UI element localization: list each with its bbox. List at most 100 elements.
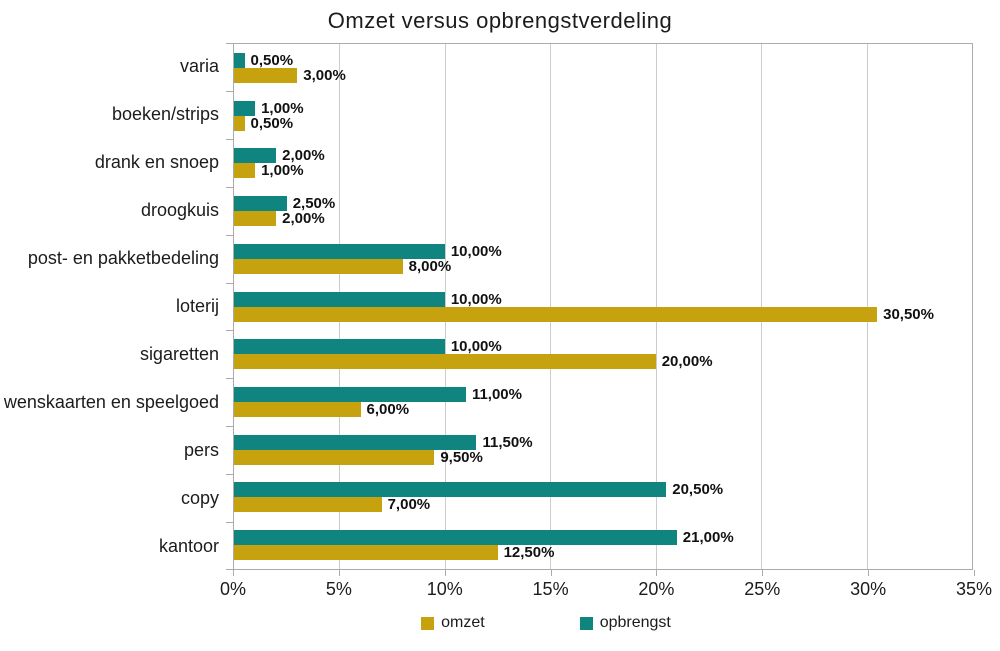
bar-line: 2,00% xyxy=(234,148,972,164)
category-label: pers xyxy=(183,439,219,460)
bar-omzet xyxy=(234,449,435,465)
bar-line: 1,00% xyxy=(234,99,972,117)
data-label: 12,50% xyxy=(503,544,555,562)
bar-omzet xyxy=(234,402,361,417)
bar-opbrengst xyxy=(234,291,445,307)
x-axis-tick xyxy=(868,570,870,576)
category-label: loterij xyxy=(175,295,219,316)
gridline xyxy=(444,44,446,569)
bar-omzet xyxy=(234,67,298,83)
chart-title: Omzet versus opbrengstverdeling xyxy=(327,8,673,33)
bar-line: 0,50% xyxy=(234,114,972,132)
gridline xyxy=(655,44,657,569)
bar-line: 20,50% xyxy=(234,482,972,498)
x-axis-tick xyxy=(550,570,552,576)
category-label: copy xyxy=(180,487,219,508)
bar-group-10: 20,50% 7,00% xyxy=(234,474,972,522)
x-tick-label: 5% xyxy=(325,579,352,599)
bar-rows: 0,50% 3,00% 1,00% 0,50% 2,00% 1,00% 2,50% 2,00%… xyxy=(234,44,972,569)
bar-line: 11,00% xyxy=(234,387,972,402)
x-axis-tick xyxy=(233,570,234,576)
y-axis-tick xyxy=(226,426,233,428)
legend-item-opbrengst: opbrengst xyxy=(579,614,671,631)
bar-line: 2,00% xyxy=(234,210,972,228)
data-label: 1,00% xyxy=(261,162,304,180)
bar-omzet xyxy=(234,115,245,131)
gridline xyxy=(866,44,868,569)
bar-opbrengst xyxy=(234,100,256,116)
category-label: kantoor xyxy=(158,535,219,556)
x-axis-tick xyxy=(338,570,340,576)
y-axis-tick xyxy=(226,282,233,284)
y-axis-tick xyxy=(226,474,233,476)
bar-line: 0,50% xyxy=(234,51,972,69)
x-axis-tick xyxy=(762,570,764,576)
bar-line: 3,00% xyxy=(234,66,972,84)
x-tick-label: 0% xyxy=(219,579,247,599)
data-label: 10,00% xyxy=(450,338,502,356)
data-label: 1,00% xyxy=(261,99,304,117)
bar-group-4: 2,50% 2,00% xyxy=(234,187,972,235)
category-label: wenskaarten en speelgoed xyxy=(3,391,219,412)
bar-line: 12,50% xyxy=(234,544,972,562)
bar-line: 9,50% xyxy=(234,449,972,465)
data-label: 21,00% xyxy=(682,529,734,547)
x-tick-label: 15% xyxy=(532,579,569,599)
y-axis-tick xyxy=(226,43,233,44)
y-axis-tick xyxy=(226,186,233,188)
category-label: drank en snoep xyxy=(94,152,219,173)
gridline xyxy=(761,44,763,569)
data-label: 2,00% xyxy=(282,210,325,228)
bar-opbrengst xyxy=(234,530,677,546)
bar-line: 21,00% xyxy=(234,529,972,547)
bar-line: 30,50% xyxy=(234,306,972,322)
legend-label: opbrengst xyxy=(599,614,671,631)
x-tick-label: 35% xyxy=(955,579,993,599)
bar-group-3: 2,00% 1,00% xyxy=(234,139,972,187)
bar-opbrengst xyxy=(234,339,445,355)
data-label: 11,50% xyxy=(482,433,533,451)
y-axis-tick xyxy=(226,569,233,570)
legend-item-omzet: omzet xyxy=(421,615,485,631)
bar-omzet xyxy=(234,306,878,322)
y-axis-tick xyxy=(226,378,233,380)
bar-omzet xyxy=(234,545,498,561)
bar-opbrengst xyxy=(234,52,245,68)
legend: omzet opbrengst xyxy=(46,615,1000,631)
x-tick-label: 20% xyxy=(638,579,675,599)
bar-line: 20,00% xyxy=(234,353,972,371)
bar-line: 1,00% xyxy=(234,162,972,180)
legend-label: omzet xyxy=(441,614,485,631)
category-label: varia xyxy=(179,56,219,77)
bar-line: 6,00% xyxy=(234,402,972,417)
bar-opbrengst xyxy=(234,148,277,164)
data-label: 8,00% xyxy=(408,257,452,275)
gridline xyxy=(550,44,552,569)
data-label: 0,50% xyxy=(250,51,294,69)
data-label: 20,00% xyxy=(661,353,713,371)
y-axis-tick xyxy=(226,330,233,332)
y-axis-ticks xyxy=(226,43,233,570)
y-axis-tick xyxy=(226,234,233,236)
data-label: 3,00% xyxy=(303,66,346,84)
bar-line: 10,00% xyxy=(234,242,972,260)
legend-swatch-omzet xyxy=(421,616,435,630)
bar-group-2: 1,00% 0,50% xyxy=(234,92,972,140)
bar-group-11: 21,00% 12,50% xyxy=(234,521,972,569)
bar-opbrengst xyxy=(234,196,287,212)
data-label: 6,00% xyxy=(366,401,410,418)
x-axis-labels: 0% 5% 10% 15% 20% 25% 30% 35% xyxy=(220,579,992,601)
data-label: 7,00% xyxy=(387,496,431,514)
bar-line: 7,00% xyxy=(234,496,972,514)
bar-group-7: 10,00% 20,00% xyxy=(234,330,972,378)
bar-line: 10,00% xyxy=(234,338,972,356)
bar-group-9: 11,50% 9,50% xyxy=(234,426,972,474)
bar-group-1: 0,50% 3,00% xyxy=(234,44,972,92)
y-axis-category-labels: varia boeken/strips drank en snoep droogkui… xyxy=(0,43,225,570)
bar-omzet xyxy=(234,211,277,227)
x-axis-tick xyxy=(974,570,975,576)
bar-omzet xyxy=(234,258,403,274)
data-label: 10,00% xyxy=(450,242,502,260)
data-label: 0,50% xyxy=(250,114,294,132)
